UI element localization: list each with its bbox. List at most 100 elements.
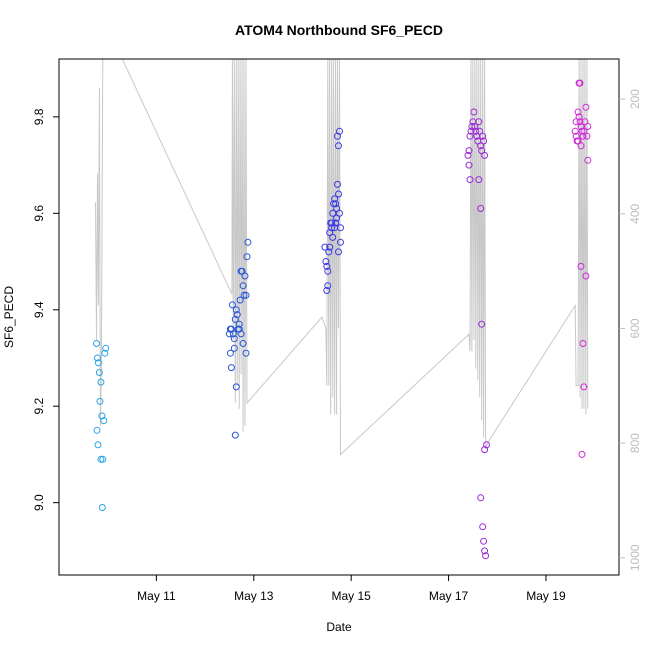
data-point xyxy=(578,127,586,135)
data-point xyxy=(334,180,341,188)
data-point xyxy=(466,132,474,140)
data-point xyxy=(482,552,490,560)
data-point xyxy=(99,455,107,463)
data-point xyxy=(331,224,339,232)
right-axis: 200 400 600 800 1000 xyxy=(619,89,642,571)
data-point xyxy=(480,537,488,545)
right-tick-label: 200 xyxy=(628,89,642,109)
y-tick-label: 9.2 xyxy=(32,398,46,415)
y-tick-label: 9.6 xyxy=(32,205,46,222)
data-point xyxy=(94,359,102,367)
data-point xyxy=(322,258,330,265)
data-point xyxy=(328,224,336,232)
data-point xyxy=(329,209,337,217)
data-point xyxy=(477,205,485,212)
data-point xyxy=(97,455,105,463)
data-point xyxy=(578,450,586,458)
data-point xyxy=(233,311,241,319)
data-point xyxy=(464,151,472,159)
data-point xyxy=(326,243,334,251)
data-point xyxy=(467,127,475,135)
data-point xyxy=(325,248,333,256)
chart-title: ATOM4 Northbound SF6_PECD xyxy=(235,22,443,38)
data-point xyxy=(333,214,341,222)
data-point xyxy=(335,142,342,150)
data-point xyxy=(475,118,483,126)
data-point xyxy=(323,287,331,294)
plot-frame xyxy=(58,58,620,576)
data-point xyxy=(465,161,473,169)
x-tick-label: May 13 xyxy=(234,589,274,603)
data-point xyxy=(100,417,108,425)
data-point xyxy=(478,320,486,328)
right-tick-label: 800 xyxy=(628,433,642,453)
data-point xyxy=(94,441,102,449)
data-point xyxy=(242,291,250,299)
data-point xyxy=(335,190,342,198)
data-point xyxy=(472,127,480,135)
data-point xyxy=(243,253,251,261)
data-point xyxy=(336,127,343,135)
data-point xyxy=(576,118,584,126)
data-point xyxy=(227,364,235,372)
data-point xyxy=(331,195,339,203)
data-point xyxy=(235,320,243,328)
data-point xyxy=(577,262,585,270)
data-point xyxy=(579,132,587,140)
data-point xyxy=(481,151,489,159)
data-point xyxy=(572,118,580,126)
data-point xyxy=(323,262,331,270)
data-point xyxy=(329,233,337,241)
y-tick-label: 9.4 xyxy=(32,301,46,318)
data-point xyxy=(240,291,248,299)
data-point xyxy=(95,369,103,376)
data-point xyxy=(476,127,484,135)
data-point xyxy=(582,103,590,111)
data-point xyxy=(582,272,590,280)
data-point xyxy=(239,282,247,290)
data-point xyxy=(574,108,582,116)
data-point xyxy=(577,142,585,150)
data-point xyxy=(332,200,340,208)
right-tick-label: 400 xyxy=(628,203,642,223)
data-point xyxy=(483,441,490,449)
x-tick-label: May 15 xyxy=(331,589,371,603)
data-point xyxy=(242,349,250,357)
data-point xyxy=(229,330,237,338)
data-point xyxy=(479,132,487,140)
data-point xyxy=(226,349,234,357)
data-point xyxy=(466,176,474,184)
x-tick-label: May 17 xyxy=(429,589,469,603)
data-point xyxy=(102,344,110,352)
x-axis-label: Date xyxy=(326,620,352,634)
data-point xyxy=(230,344,238,352)
data-point xyxy=(237,330,245,338)
data-point xyxy=(227,325,235,333)
data-point xyxy=(481,547,489,555)
data-point xyxy=(583,132,591,140)
data-point xyxy=(576,79,584,87)
data-point xyxy=(244,238,252,246)
y-tick-label: 9.8 xyxy=(32,108,46,125)
data-point xyxy=(324,267,332,275)
data-point xyxy=(480,137,488,145)
data-point xyxy=(228,301,236,309)
data-point xyxy=(241,272,249,280)
right-tick-label: 600 xyxy=(628,318,642,338)
data-point xyxy=(324,282,332,290)
x-axis: May 11 May 13 May 15 May 17 May 19 xyxy=(137,575,566,603)
data-point xyxy=(584,123,592,130)
data-point xyxy=(477,494,485,502)
data-point xyxy=(584,156,592,164)
data-point xyxy=(479,523,487,531)
data-point xyxy=(571,127,579,135)
data-point xyxy=(236,296,244,304)
data-point xyxy=(232,383,240,391)
data-point xyxy=(230,335,238,343)
data-point xyxy=(332,219,340,227)
data-point xyxy=(337,238,344,246)
data-point xyxy=(93,340,100,347)
scatter-points xyxy=(93,79,592,560)
data-point xyxy=(101,349,109,357)
data-point xyxy=(239,340,247,347)
